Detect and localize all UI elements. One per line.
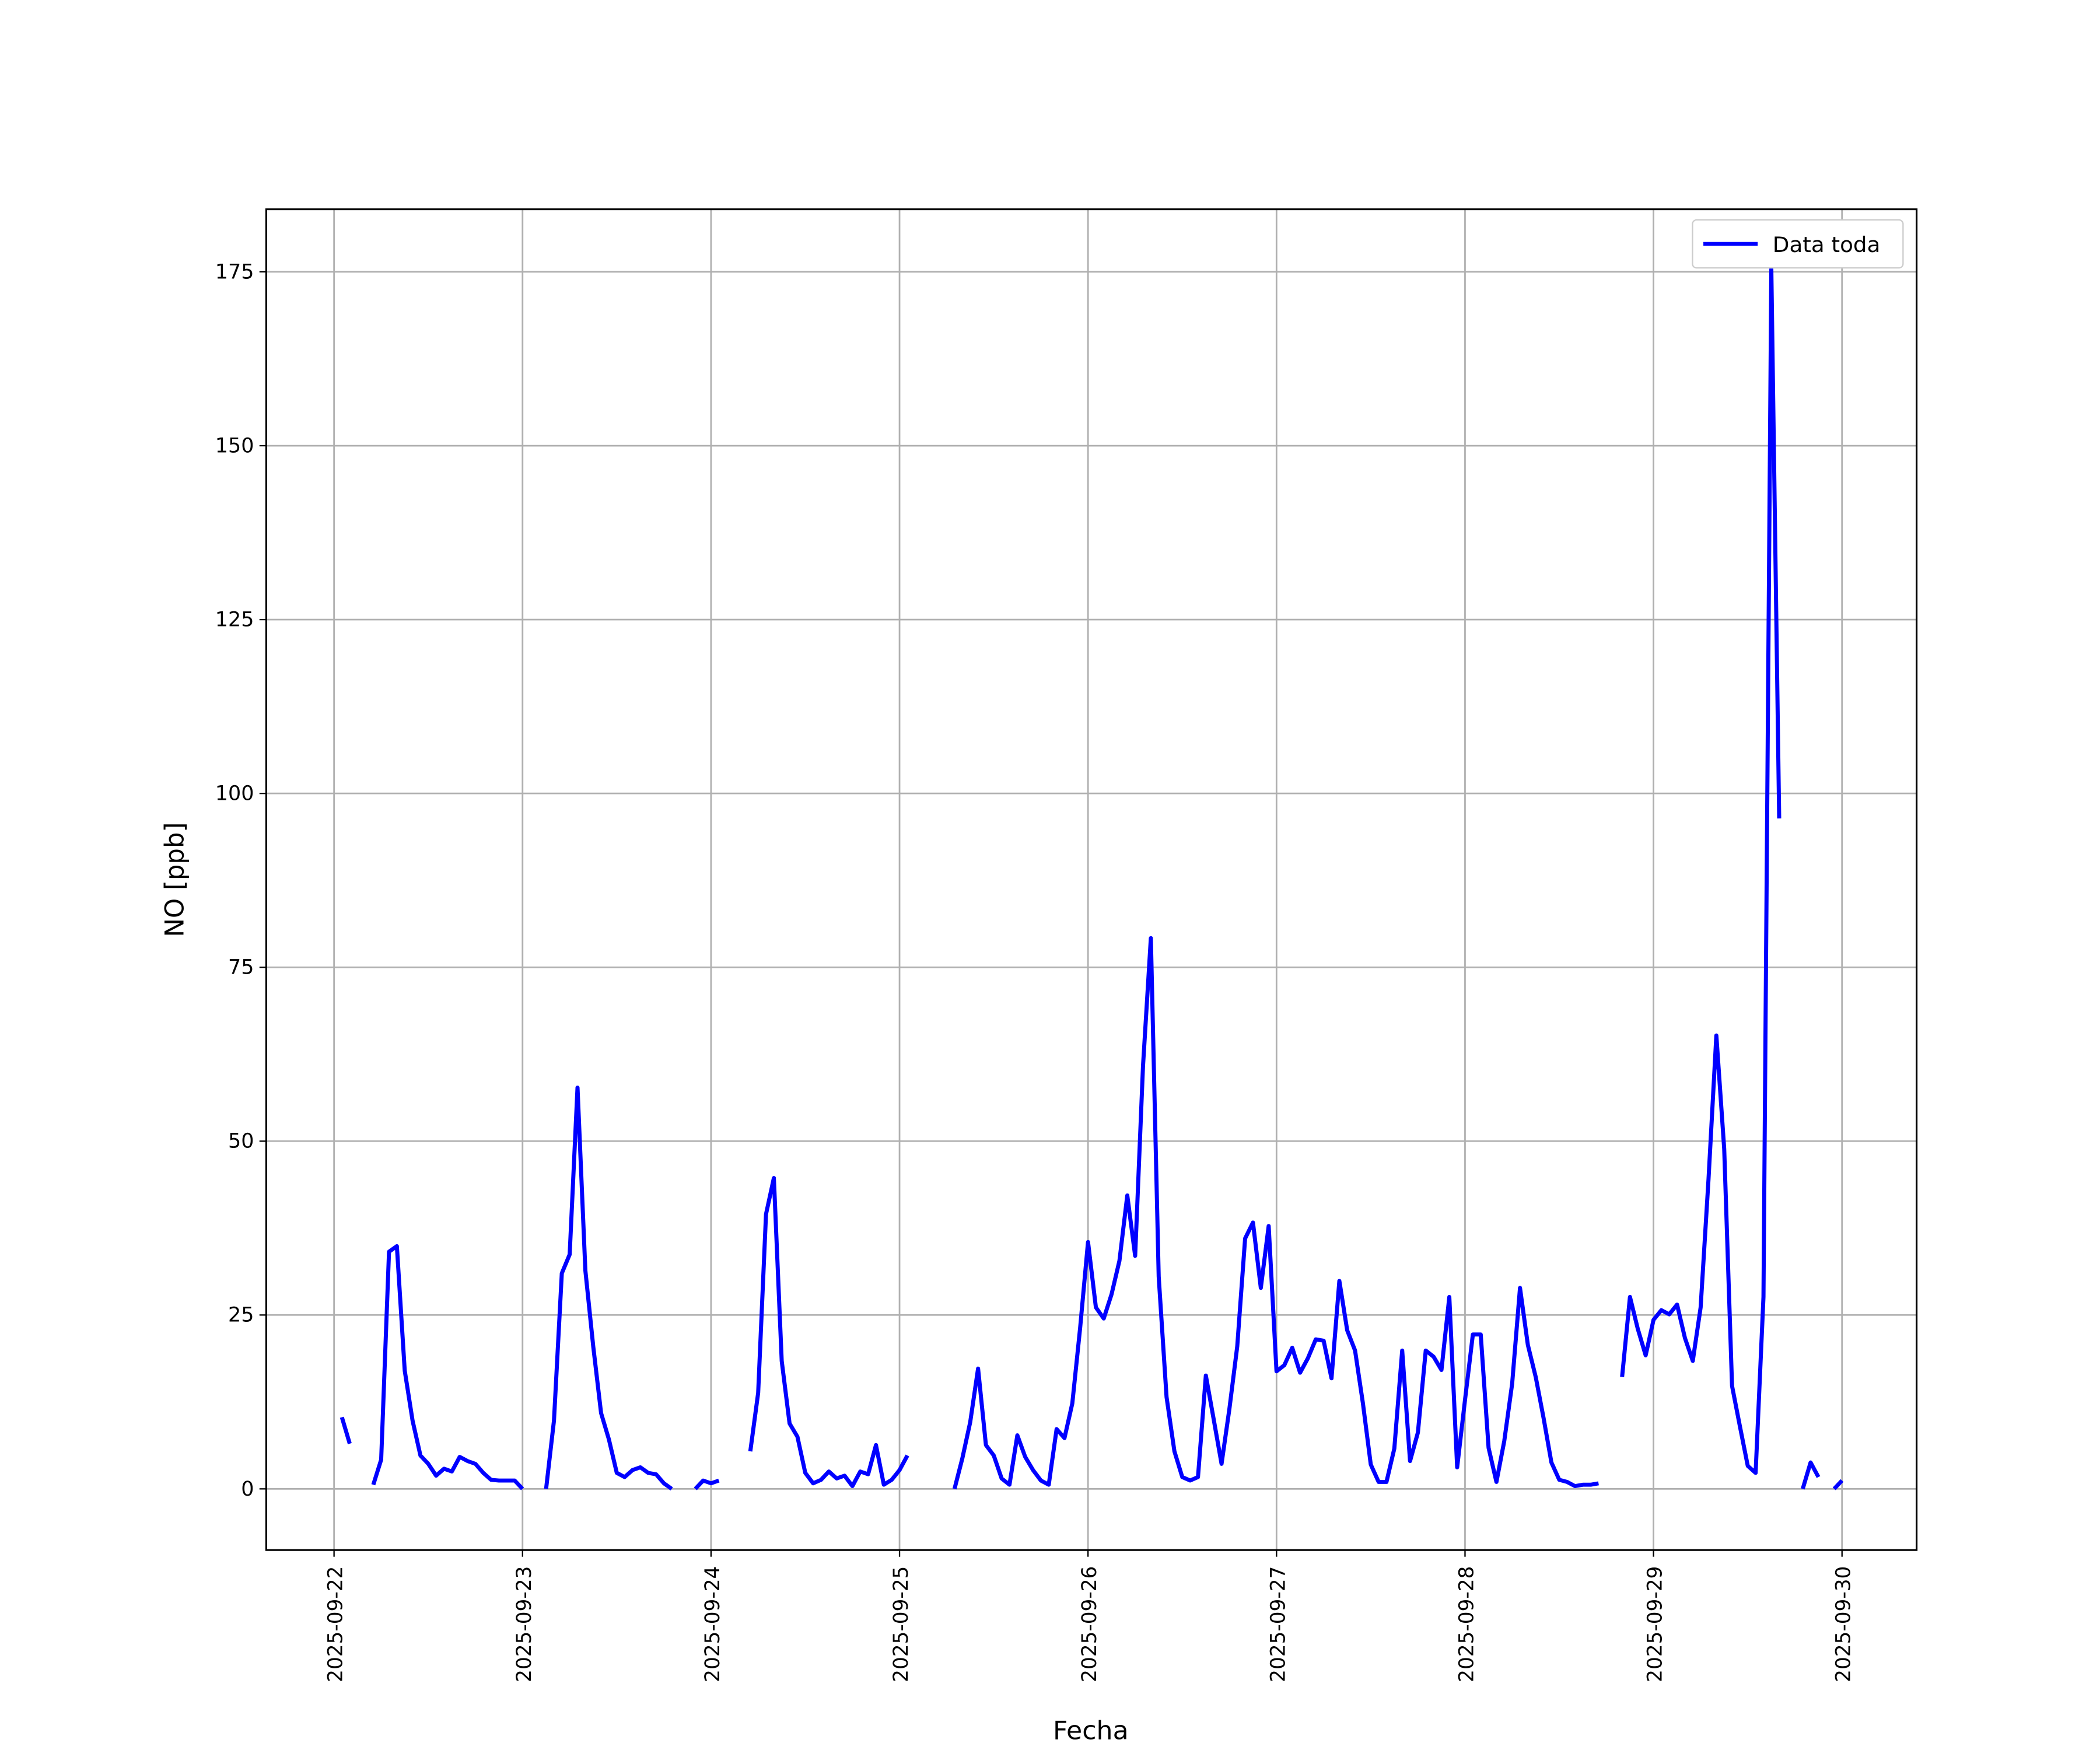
- y-tick-label: 175: [215, 261, 254, 284]
- y-tick-label: 75: [228, 956, 254, 979]
- x-tick-label: 2025-09-25: [890, 1566, 913, 1682]
- y-tick-label: 150: [215, 435, 254, 458]
- legend-box: [1692, 219, 1904, 269]
- x-tick-label: 2025-09-27: [1266, 1566, 1290, 1682]
- x-tick-label: 2025-09-29: [1643, 1566, 1667, 1682]
- legend-label: Data toda: [1773, 232, 1881, 257]
- x-tick-label: 2025-09-30: [1832, 1566, 1855, 1682]
- legend: Data toda: [1692, 219, 1904, 269]
- y-tick-label: 25: [228, 1304, 254, 1327]
- y-axis-label: NO [ppb]: [160, 822, 190, 937]
- x-tick-label: 2025-09-28: [1455, 1566, 1478, 1682]
- x-tick-label: 2025-09-22: [324, 1566, 347, 1682]
- x-tick-label: 2025-09-23: [512, 1566, 536, 1682]
- x-tick-label: 2025-09-24: [701, 1566, 724, 1682]
- y-tick-label: 0: [241, 1478, 254, 1501]
- y-tick-label: 125: [215, 608, 254, 632]
- x-axis-label: Fecha: [1053, 1716, 1129, 1746]
- plot-frame: [265, 208, 1918, 1551]
- y-tick-label: 100: [215, 782, 254, 806]
- data-line: [340, 267, 1844, 1491]
- y-tick-label: 50: [228, 1130, 254, 1153]
- x-tick-label: 2025-09-26: [1078, 1566, 1101, 1682]
